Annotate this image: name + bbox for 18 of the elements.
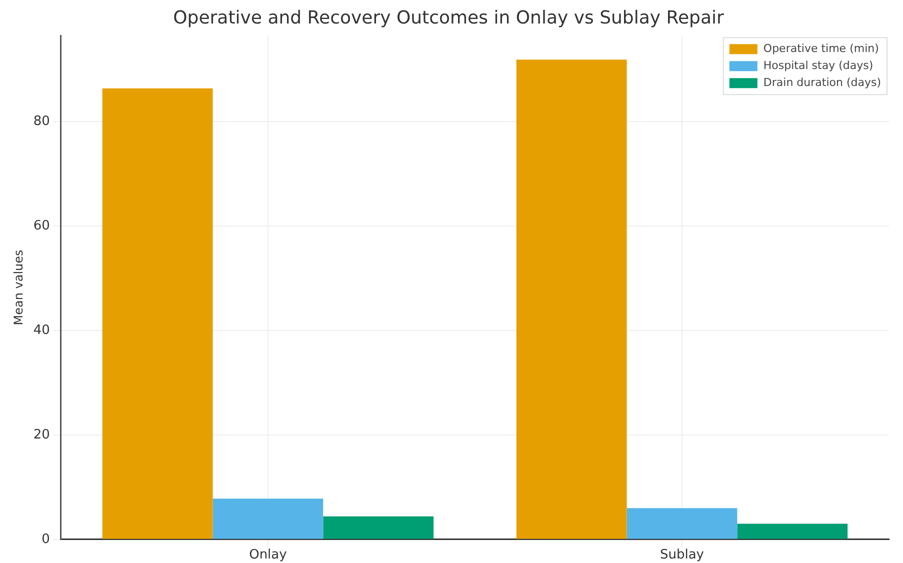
legend-label: Drain duration (days) — [763, 76, 882, 89]
bar — [212, 498, 324, 539]
legend-label: Hospital stay (days) — [763, 58, 874, 72]
bar — [102, 88, 213, 539]
x-tick-label: Sublay — [660, 548, 704, 563]
x-tick-label: Onlay — [249, 548, 288, 563]
bar — [626, 508, 738, 539]
bar — [323, 516, 434, 539]
y-tick-label: 0 — [42, 532, 50, 547]
bar — [516, 60, 627, 539]
y-tick-label: 60 — [33, 218, 50, 234]
y-tick-label: 20 — [33, 427, 50, 442]
legend-label: Operative time (min) — [763, 42, 879, 55]
y-axis-title: Mean values — [11, 250, 26, 326]
y-tick-label: 80 — [33, 114, 50, 130]
bar — [737, 524, 848, 539]
y-tick-label: 40 — [33, 322, 50, 338]
chart-title: Operative and Recovery Outcomes in Onlay vs Sublay Repair — [173, 7, 724, 28]
